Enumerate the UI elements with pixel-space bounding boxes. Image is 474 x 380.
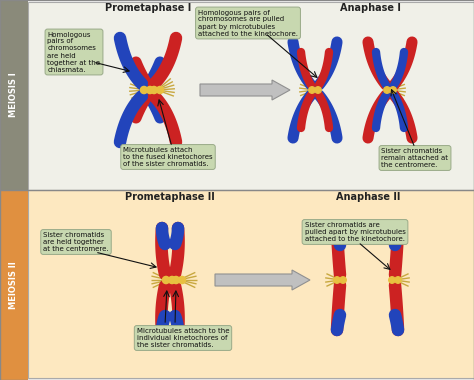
Text: Homologous pairs of
chromosomes are pulled
apart by microtubules
attached to the: Homologous pairs of chromosomes are pull… bbox=[198, 10, 298, 36]
Text: Anaphase I: Anaphase I bbox=[339, 3, 401, 13]
Circle shape bbox=[334, 277, 340, 283]
Bar bbox=[28, 2, 474, 190]
Circle shape bbox=[150, 86, 157, 93]
Text: Prometaphase I: Prometaphase I bbox=[105, 3, 191, 13]
Circle shape bbox=[140, 86, 147, 93]
Text: Anaphase II: Anaphase II bbox=[336, 192, 400, 202]
Circle shape bbox=[163, 276, 170, 283]
Circle shape bbox=[309, 87, 315, 93]
Circle shape bbox=[168, 276, 175, 283]
Text: Prometaphase II: Prometaphase II bbox=[125, 192, 215, 202]
Circle shape bbox=[173, 276, 180, 283]
Circle shape bbox=[389, 277, 395, 283]
Bar bbox=[0, 190, 28, 380]
Polygon shape bbox=[215, 270, 310, 290]
Text: Homologous
pairs of
chromosomes
are held
together at the
chiasmata.: Homologous pairs of chromosomes are held… bbox=[47, 32, 100, 73]
Bar bbox=[28, 190, 474, 378]
Bar bbox=[0, 0, 28, 190]
Text: MEIOSIS I: MEIOSIS I bbox=[9, 73, 18, 117]
Text: Sister chromatids
remain attached at
the centromere.: Sister chromatids remain attached at the… bbox=[382, 148, 448, 168]
Text: Microtubules attach to the
individual kinetochores of
the sister chromatids.: Microtubules attach to the individual ki… bbox=[137, 328, 229, 348]
Circle shape bbox=[395, 277, 401, 283]
Circle shape bbox=[315, 87, 321, 93]
Circle shape bbox=[340, 277, 346, 283]
Circle shape bbox=[384, 87, 390, 93]
Circle shape bbox=[178, 276, 186, 283]
Polygon shape bbox=[200, 80, 290, 100]
Circle shape bbox=[146, 86, 154, 93]
Text: MEIOSIS II: MEIOSIS II bbox=[9, 261, 18, 309]
Text: Sister chromatids are
pulled apart by microtubules
attached to the kinetochore.: Sister chromatids are pulled apart by mi… bbox=[305, 222, 405, 242]
Text: Sister chromatids
are held together
at the centromere.: Sister chromatids are held together at t… bbox=[43, 232, 109, 252]
Text: Microtubules attach
to the fused kinetochores
of the sister chromatids.: Microtubules attach to the fused kinetoc… bbox=[123, 147, 213, 167]
Circle shape bbox=[390, 87, 396, 93]
Circle shape bbox=[156, 86, 164, 93]
